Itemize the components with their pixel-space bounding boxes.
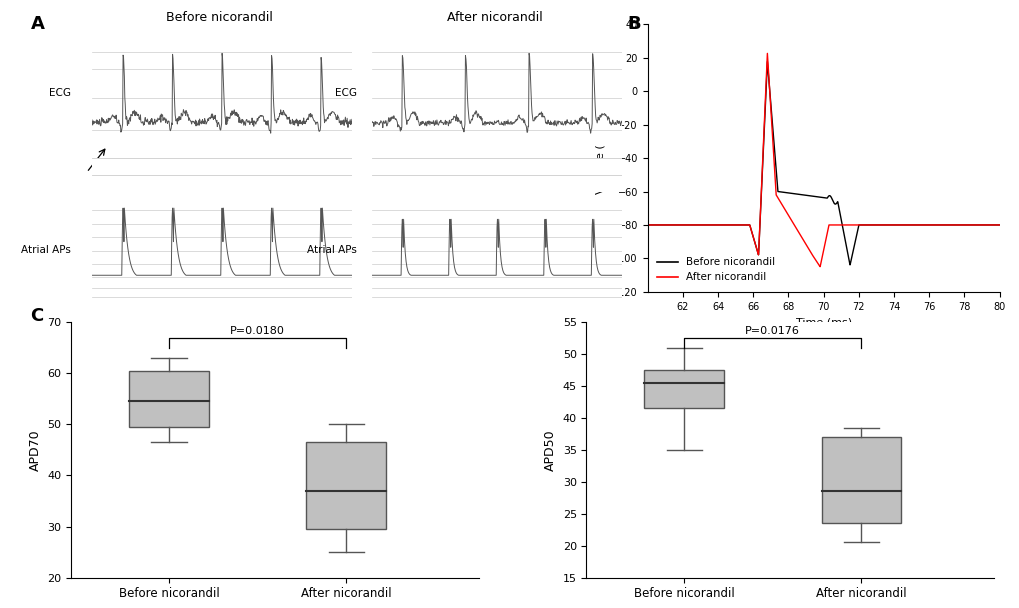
Text: B: B [627,15,640,33]
Legend: Before nicorandil, After nicorandil: Before nicorandil, After nicorandil [652,253,779,286]
Bar [129,371,209,427]
Text: C: C [31,307,44,325]
Bar [820,437,901,523]
Text: After nicorandil: After nicorandil [446,12,542,24]
Y-axis label: APD50: APD50 [543,429,556,471]
Y-axis label: APD70: APD70 [29,429,42,471]
X-axis label: Time (ms): Time (ms) [795,317,851,327]
Text: P=0.0180: P=0.0180 [230,326,285,336]
Text: Atrial APs: Atrial APs [307,245,357,255]
Text: ECG: ECG [49,88,71,98]
Bar [644,370,723,409]
Text: Atrial APs: Atrial APs [21,245,71,255]
Bar [306,442,386,529]
Text: P=0.0176: P=0.0176 [745,326,800,336]
Y-axis label: Voltage (mV): Voltage (mV) [595,122,605,195]
Text: A: A [31,15,45,33]
Text: Before nicorandil: Before nicorandil [166,12,272,24]
Text: ECG: ECG [335,88,357,98]
